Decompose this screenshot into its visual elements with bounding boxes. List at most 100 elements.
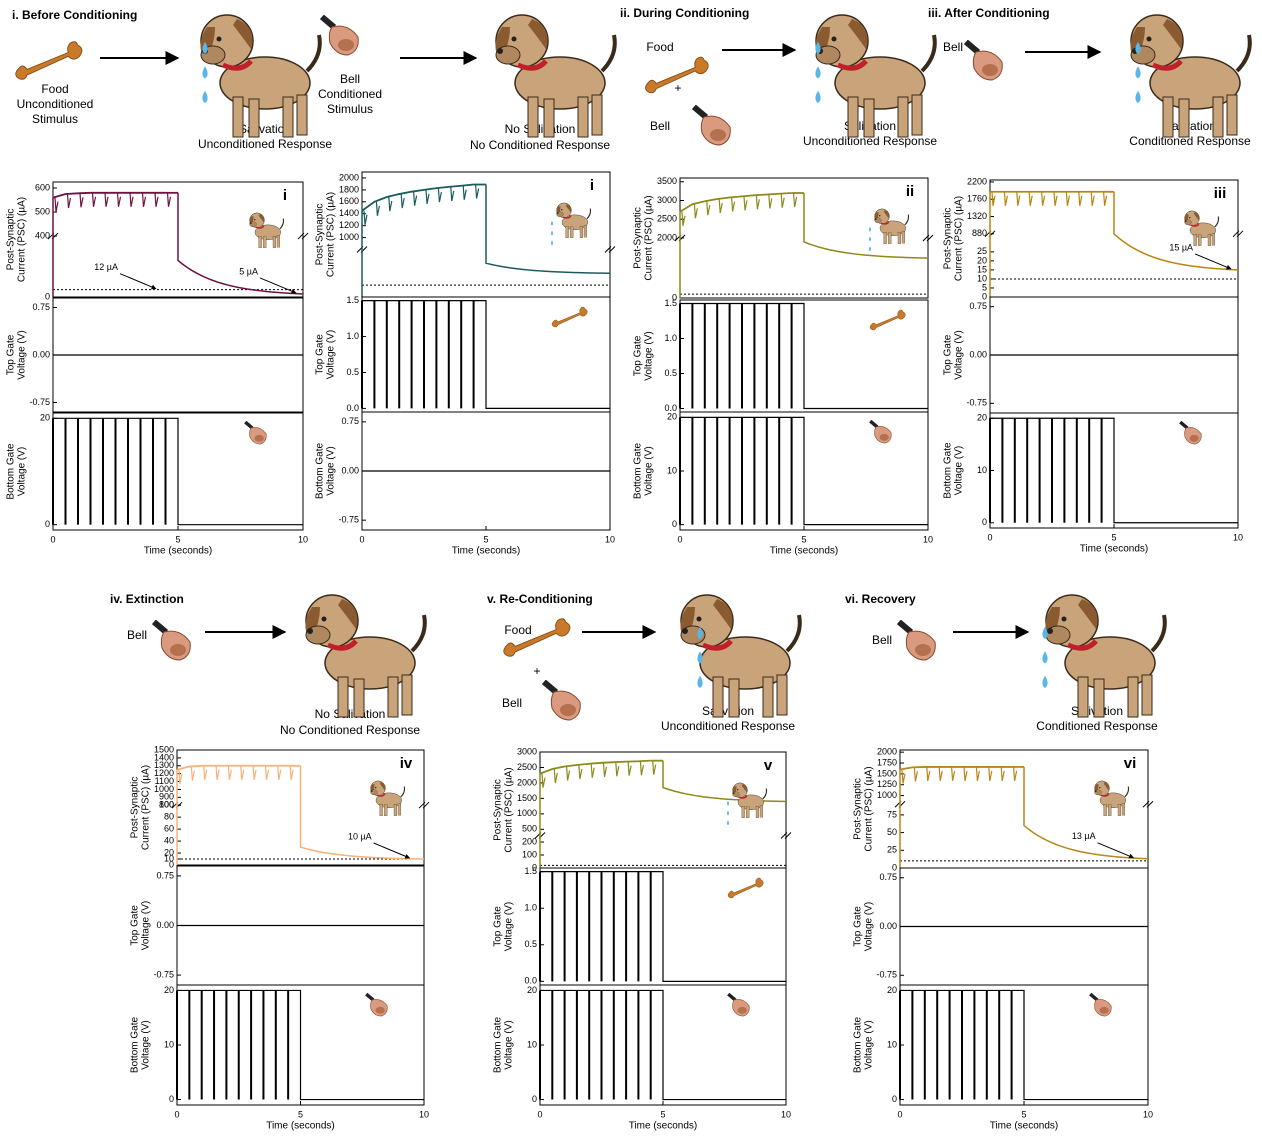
y-tick-label: 2000 — [877, 747, 897, 757]
y-tick-label: 2500 — [517, 762, 537, 772]
y-tick-label: 10 — [164, 1039, 174, 1049]
pulse-dip — [628, 762, 631, 776]
pulse-dip — [591, 764, 594, 778]
y-axis-label: Voltage (V) — [644, 331, 655, 380]
psc-decay — [1024, 767, 1148, 859]
drops-icon — [815, 42, 820, 103]
y-tick-label: 10 — [977, 465, 987, 475]
y-axis-label: Bottom Gate — [493, 1016, 504, 1073]
psc-decay — [1114, 192, 1238, 270]
scenes: i. Before ConditioningFoodUnconditionedS… — [12, 6, 1251, 737]
scene-label: Bell — [502, 696, 522, 710]
y-tick-label: 20 — [40, 413, 50, 423]
pulse-dip — [1054, 192, 1057, 206]
scene-label: Bell — [943, 40, 963, 54]
pulse-dip — [451, 187, 454, 201]
pulse-dip — [228, 766, 231, 780]
y-tick-label: 0 — [45, 291, 50, 301]
y-tick-label: 25 — [887, 845, 897, 855]
y-tick-label: 0 — [892, 1094, 897, 1104]
pulse-dip — [640, 761, 643, 775]
bell-icon — [365, 993, 387, 1016]
y-tick-label: 0 — [892, 862, 897, 872]
bell-icon — [1089, 993, 1111, 1016]
y-tick-label: 0.5 — [524, 939, 537, 949]
y-axis-label: Voltage (V) — [141, 901, 152, 950]
y-tick-label: 40 — [164, 835, 174, 845]
y-tick-label: 0 — [672, 519, 677, 529]
pulse-dip — [952, 767, 955, 781]
scene-label: No Conditioned Response — [470, 138, 610, 152]
y-tick-label: 25 — [977, 246, 987, 256]
pulse-dip — [781, 194, 784, 208]
y-tick-label: 600 — [35, 182, 50, 192]
y-tick-label: 5 — [982, 282, 987, 292]
bell-icon — [542, 680, 580, 720]
y-axis-label: Current (PSC) (µA) — [644, 195, 655, 280]
pulse-dip — [278, 766, 281, 780]
pulse-dip — [1017, 192, 1020, 206]
y-tick-label: 20 — [527, 985, 537, 995]
scene-title: iii. After Conditioning — [928, 6, 1050, 20]
scene-label: No Salivation — [505, 122, 576, 136]
pulse-dip — [463, 186, 466, 200]
y-tick-label: 50 — [887, 827, 897, 837]
scene-title: ii. During Conditioning — [620, 6, 749, 20]
pulse-dip — [1079, 192, 1082, 206]
x-tick-label: 0 — [174, 1109, 179, 1119]
scene-label: Bell — [872, 633, 892, 647]
y-tick-label: 2500 — [657, 214, 677, 224]
pulse-dip — [204, 766, 207, 780]
bone-icon — [870, 310, 905, 330]
pulse-dip — [389, 197, 392, 211]
scene-label: Conditioned Response — [1129, 134, 1251, 148]
y-axis-label: Post-Synaptic — [943, 208, 954, 270]
pulse-dip — [476, 185, 479, 199]
y-tick-label: 0.75 — [156, 870, 174, 880]
y-tick-label: 1.0 — [346, 331, 359, 341]
drops-icon — [727, 801, 729, 826]
drops-icon — [697, 627, 702, 688]
y-tick-label: 0 — [982, 517, 987, 527]
panel: 20002500300035000Post-SynapticCurrent (P… — [633, 176, 933, 557]
x-tick-label: 10 — [605, 534, 615, 544]
annotation: 13 µA — [1072, 831, 1096, 841]
y-axis-label: Post-Synaptic — [853, 778, 864, 840]
pulse-dip — [1042, 192, 1045, 206]
y-tick-label: 0.75 — [969, 301, 987, 311]
y-axis-label: Bottom Gate — [315, 442, 326, 499]
pulse-dip — [155, 193, 158, 207]
x-tick-label: 10 — [923, 534, 933, 544]
scene-title: v. Re-Conditioning — [487, 592, 593, 606]
annotation: 5 µA — [239, 266, 258, 276]
scene-title: i. Before Conditioning — [12, 8, 137, 22]
x-tick-label: 10 — [1233, 532, 1243, 542]
y-axis-label: Current (PSC) (µA) — [504, 767, 515, 852]
y-tick-label: -0.75 — [153, 969, 174, 979]
dog-icon — [1184, 211, 1218, 246]
scene-label: + — [533, 664, 540, 678]
y-axis-label: Current (PSC) (µA) — [954, 196, 965, 281]
x-tick-label: 5 — [1021, 1109, 1026, 1119]
dog-icon — [249, 213, 283, 248]
x-tick-label: 10 — [419, 1109, 429, 1119]
pulse-dip — [93, 193, 96, 207]
panel: 8801320176022000510152025Post-SynapticCu… — [943, 176, 1243, 554]
y-axis-label: Voltage (V) — [864, 1020, 875, 1069]
y-tick-label: 10 — [977, 273, 987, 283]
x-axis-label: Time (seconds) — [990, 1121, 1059, 1132]
y-tick-label: 500 — [522, 824, 537, 834]
y-tick-label: 20 — [667, 412, 677, 422]
bell-icon — [869, 420, 891, 443]
y-tick-label: 1.0 — [664, 333, 677, 343]
annotation: 12 µA — [94, 262, 118, 272]
y-axis-label: Voltage (V) — [644, 446, 655, 495]
y-axis-label: Bottom Gate — [853, 1016, 864, 1073]
pulse-dip — [265, 766, 268, 780]
y-axis-label: Top Gate — [853, 906, 864, 947]
psc-decay — [486, 185, 610, 274]
y-axis-label: Voltage (V) — [326, 446, 337, 495]
pulse-dip — [1066, 192, 1069, 206]
y-axis-label: Voltage (V) — [326, 330, 337, 379]
pulse-dip — [1104, 192, 1107, 206]
